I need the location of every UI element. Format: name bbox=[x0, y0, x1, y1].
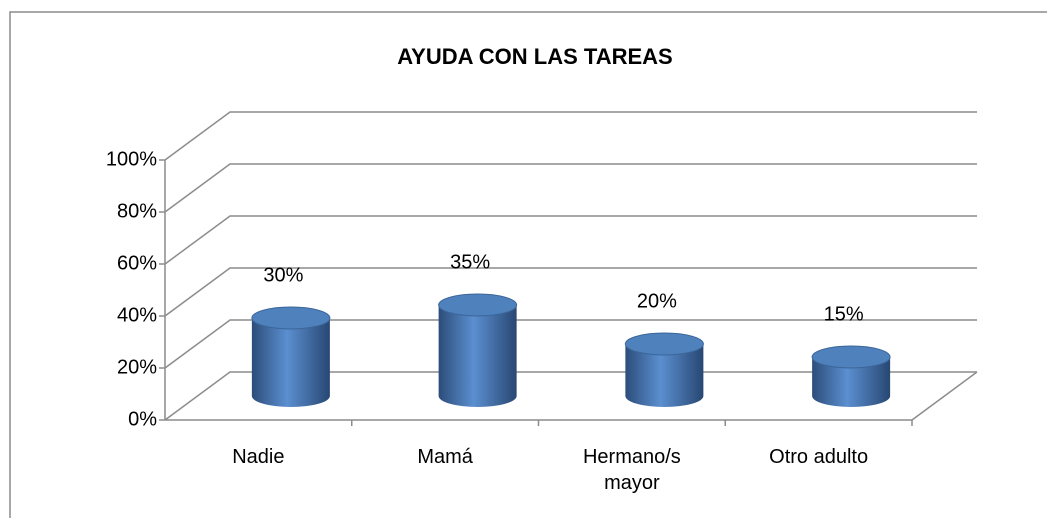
value-label: 20% bbox=[637, 290, 677, 312]
value-label: 35% bbox=[450, 251, 490, 273]
y-tick-label: 0% bbox=[128, 408, 157, 430]
x-tick-label: Hermano/s mayor bbox=[582, 446, 681, 494]
x-tick-label: Otro adulto bbox=[769, 446, 869, 468]
cylinder-body bbox=[251, 318, 330, 407]
grid-line bbox=[164, 163, 977, 213]
value-label: 30% bbox=[263, 264, 303, 286]
grid-line bbox=[164, 111, 977, 161]
cylinder-body bbox=[812, 357, 891, 407]
value-label: 15% bbox=[824, 303, 864, 325]
grid-line bbox=[164, 267, 977, 317]
y-tick-label: 80% bbox=[117, 200, 157, 222]
cylinder-body bbox=[625, 344, 704, 407]
chart-title: AYUDA CON LAS TAREAS bbox=[397, 44, 672, 69]
cylinder-top bbox=[251, 306, 331, 330]
cylinder-top bbox=[811, 345, 891, 369]
x-tick-label: Nadie bbox=[232, 446, 285, 468]
x-tick-label: Mamá bbox=[417, 446, 473, 468]
grid-line bbox=[164, 319, 977, 369]
cylinder-body bbox=[438, 305, 517, 407]
y-tick-label: 40% bbox=[117, 304, 157, 326]
y-tick-label: 20% bbox=[117, 356, 157, 378]
y-tick-label: 100% bbox=[106, 148, 157, 170]
grid-line bbox=[164, 371, 977, 421]
cylinder-top bbox=[624, 332, 704, 356]
y-tick-label: 60% bbox=[117, 252, 157, 274]
floor-edge bbox=[911, 371, 978, 421]
cylinder-top bbox=[438, 293, 518, 317]
grid-line bbox=[164, 215, 977, 265]
chart-frame bbox=[9, 11, 1047, 518]
